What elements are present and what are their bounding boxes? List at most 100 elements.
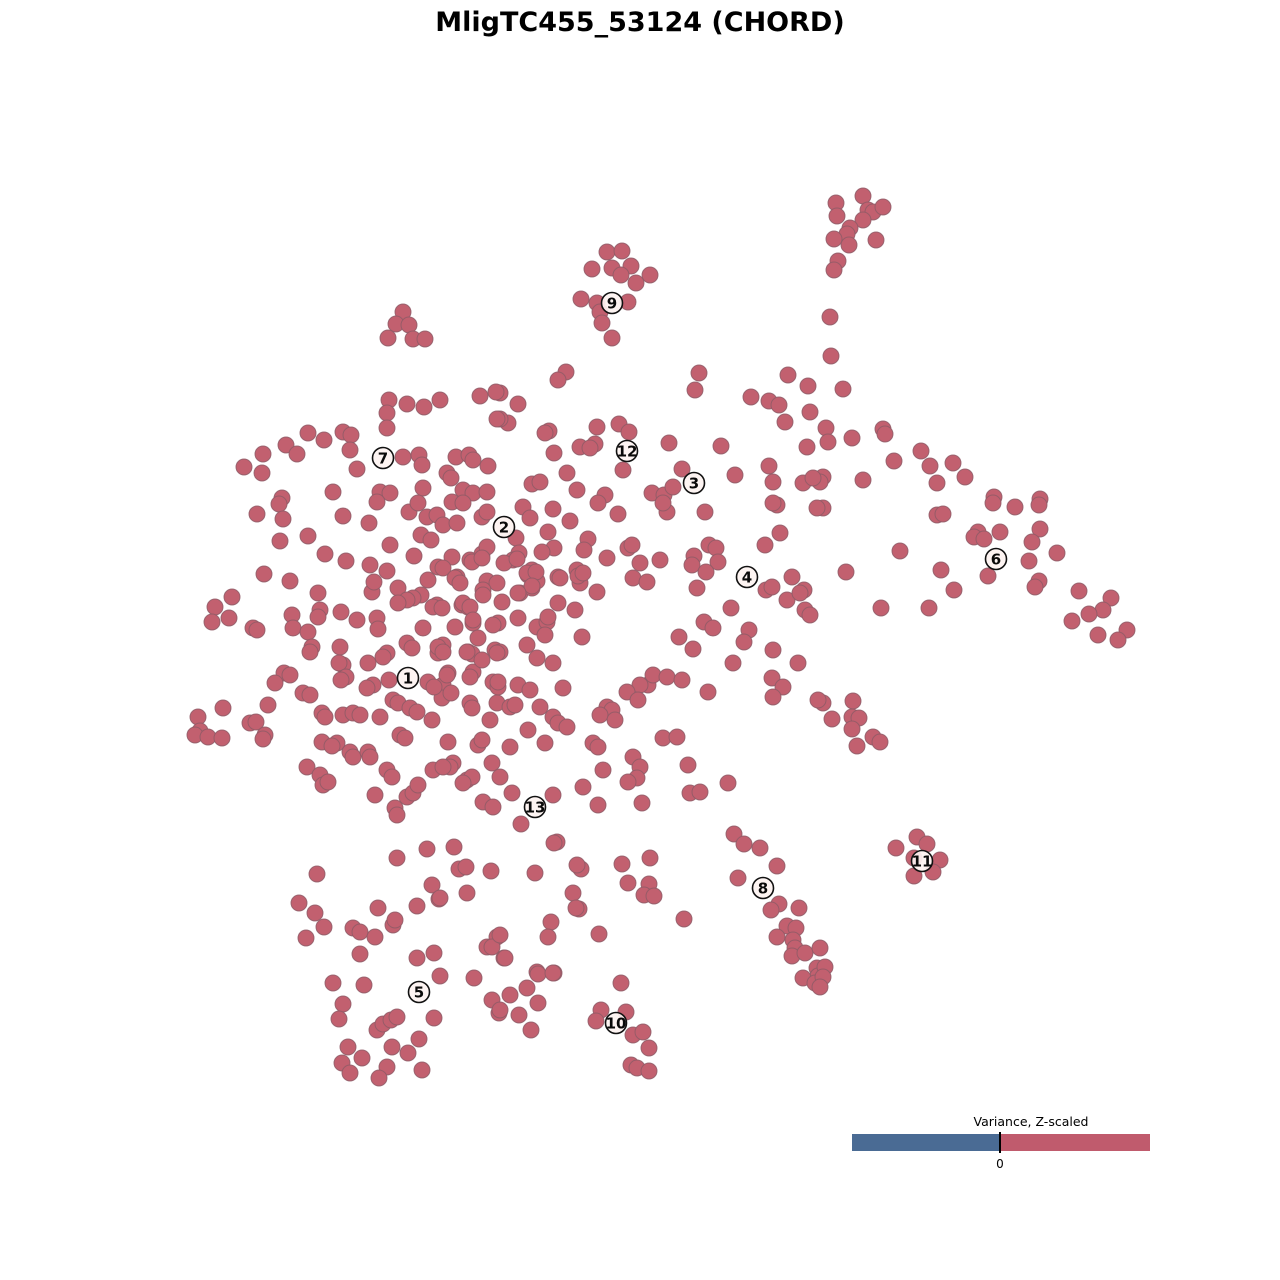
scatter-point — [482, 862, 500, 880]
scatter-point — [690, 364, 708, 382]
scatter-point — [223, 588, 241, 606]
scatter-point — [764, 473, 782, 491]
scatter-point — [603, 329, 621, 347]
scatter-point — [588, 583, 606, 601]
scatter-point — [259, 696, 277, 714]
scatter-point — [509, 395, 527, 413]
scatter-point — [589, 796, 607, 814]
scatter-point — [688, 579, 706, 597]
scatter-point — [590, 925, 608, 943]
scatter-point — [448, 514, 466, 532]
scatter-point — [253, 464, 271, 482]
scatter-point — [545, 834, 563, 852]
cluster-label-circle — [682, 471, 706, 495]
scatter-point — [274, 510, 292, 528]
scatter-point — [840, 236, 858, 254]
scatter-point — [696, 503, 714, 521]
scatter-point — [425, 944, 443, 962]
scatter-point — [381, 536, 399, 554]
scatter-point — [483, 754, 501, 772]
cluster-label-number: 5 — [414, 984, 424, 1002]
scatter-point — [503, 784, 521, 802]
scatter-point — [324, 483, 342, 501]
scatter-point — [843, 720, 861, 738]
scatter-point — [1109, 631, 1127, 649]
scatter-point — [434, 516, 452, 534]
scatter-point — [488, 410, 506, 428]
scatter-point — [422, 531, 440, 549]
scatter-point — [799, 377, 817, 395]
scatter-point — [378, 419, 396, 437]
scatter-point — [867, 231, 885, 249]
scatter-point — [443, 548, 461, 566]
scatter-point — [415, 398, 433, 416]
scatter-point — [612, 266, 630, 284]
scatter-point — [726, 466, 744, 484]
scatter-point — [1048, 544, 1066, 562]
scatter-point — [854, 471, 872, 489]
scatter-point — [1063, 612, 1081, 630]
scatter-point — [658, 668, 676, 686]
cluster-label-number: 12 — [617, 443, 638, 461]
scatter-point — [383, 1038, 401, 1056]
scatter-point — [463, 699, 481, 717]
scatter-point — [568, 481, 586, 499]
cluster-label-1: 1 — [396, 666, 420, 690]
scatter-point — [341, 441, 359, 459]
scatter-point — [1070, 582, 1088, 600]
scatter-point — [396, 729, 414, 747]
scatter-point — [418, 840, 436, 858]
cluster-label-10: 10 — [604, 1011, 628, 1035]
scatter-point — [479, 457, 497, 475]
cluster-label-3: 3 — [682, 471, 706, 495]
scatter-point — [664, 478, 682, 496]
scatter-point — [316, 545, 334, 563]
scatter-point — [445, 838, 463, 856]
scatter-point — [431, 889, 449, 907]
scatter-point — [587, 1012, 605, 1030]
scatter-point — [438, 666, 456, 684]
scatter-point — [854, 211, 872, 229]
scatter-point — [928, 474, 946, 492]
scatter-point — [386, 911, 404, 929]
scatter-point — [298, 758, 316, 776]
scatter-point — [331, 638, 349, 656]
cluster-label-number: 8 — [758, 880, 768, 898]
scatter-point — [828, 207, 846, 225]
cluster-label-number: 13 — [525, 799, 546, 817]
scatter-point — [591, 706, 609, 724]
scatter-point — [491, 768, 509, 786]
scatter-point — [763, 669, 781, 687]
scatter-point — [668, 728, 686, 746]
scatter-point — [539, 523, 557, 541]
scatter-point — [640, 1039, 658, 1057]
scatter-point — [413, 1061, 431, 1079]
scatter-point — [589, 494, 607, 512]
scatter-point — [439, 733, 457, 751]
scatter-point — [654, 494, 672, 512]
scatter-point — [583, 260, 601, 278]
scatter-point — [544, 786, 562, 804]
scatter-point — [481, 711, 499, 729]
scatter-point — [214, 699, 232, 717]
scatter-point — [627, 274, 645, 292]
scatter-point — [572, 290, 590, 308]
scatter-point — [783, 568, 801, 586]
scatter-point — [791, 584, 809, 602]
scatter-point — [332, 603, 350, 621]
scatter-point — [369, 899, 387, 917]
scatter-point — [369, 620, 387, 638]
scatter-point — [719, 774, 737, 792]
scatter-point — [822, 347, 840, 365]
scatter-point — [484, 798, 502, 816]
cluster-label-circle — [735, 565, 759, 589]
scatter-point — [334, 995, 352, 1013]
cluster-label-circle — [600, 291, 624, 315]
scatter-point — [709, 553, 727, 571]
cluster-label-number: 11 — [912, 853, 933, 871]
scatter-point — [344, 748, 362, 766]
cluster-label-number: 4 — [742, 569, 752, 587]
scatter-point — [536, 424, 554, 442]
scatter-point — [872, 599, 890, 617]
